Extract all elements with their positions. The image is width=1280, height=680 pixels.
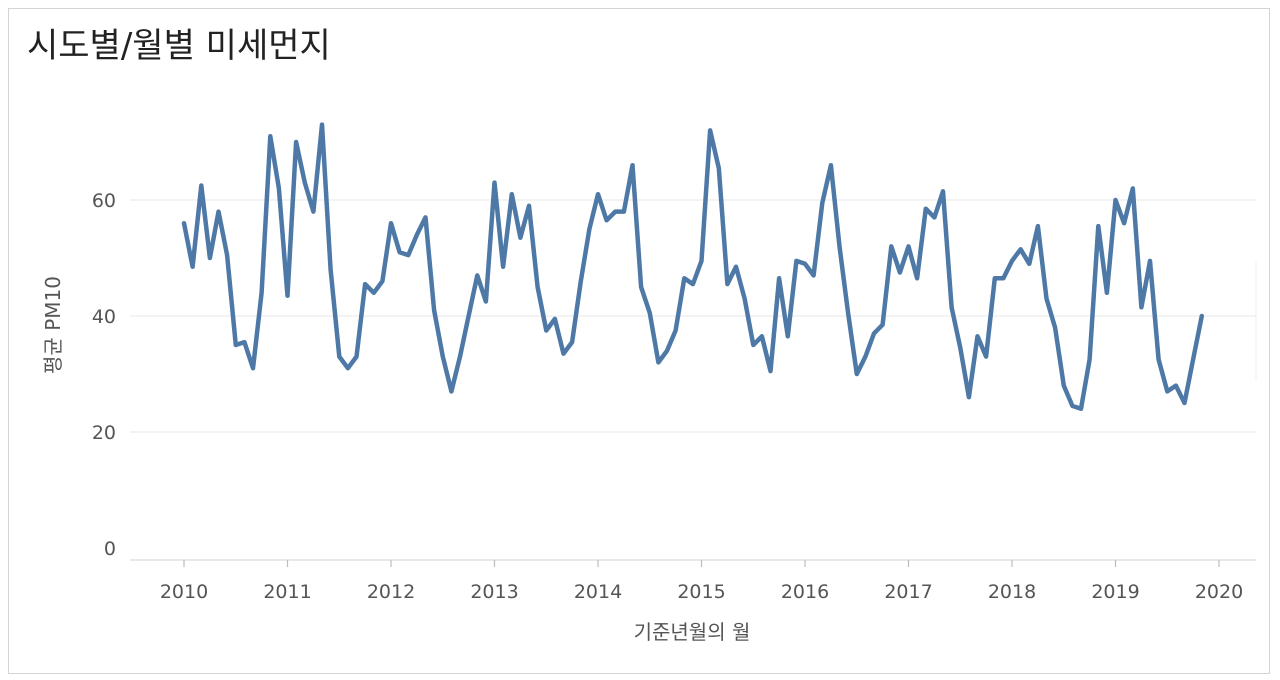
series-group xyxy=(181,122,1205,412)
y-tick-label-20: 20 xyxy=(92,422,116,444)
gridlines xyxy=(130,199,1257,433)
y-axis-title: 평균 PM10 xyxy=(41,276,65,374)
x-tick-label-2010: 2010 xyxy=(160,581,208,603)
x-tick-label-2016: 2016 xyxy=(781,581,829,603)
x-tick-label-2011: 2011 xyxy=(263,581,311,603)
x-tick-label-2014: 2014 xyxy=(574,581,622,603)
x-tick-label-2015: 2015 xyxy=(677,581,725,603)
x-tick-label-2019: 2019 xyxy=(1091,581,1139,603)
x-tick-label-2013: 2013 xyxy=(470,581,518,603)
x-axis-title: 기준년월의 월 xyxy=(634,620,751,644)
chart-frame xyxy=(8,8,1270,674)
x-tick-label-2017: 2017 xyxy=(884,581,932,603)
chart-title: 시도별/월별 미세먼지 xyxy=(27,26,331,66)
y-tick-label-60: 60 xyxy=(92,190,116,212)
series-line-0[interactable] xyxy=(181,122,1205,412)
x-tick-label-2018: 2018 xyxy=(988,581,1036,603)
x-axis: 2010 2011 2012 2013 2014 2015 2016 2017 2018 2019… xyxy=(130,559,1256,603)
y-axis-ticks: 0 20 40 60 xyxy=(92,190,116,560)
y-tick-label-0: 0 xyxy=(104,538,116,560)
x-tick-label-2012: 2012 xyxy=(367,581,415,603)
y-tick-label-40: 40 xyxy=(92,306,116,328)
x-tick-label-2020: 2020 xyxy=(1195,581,1243,603)
